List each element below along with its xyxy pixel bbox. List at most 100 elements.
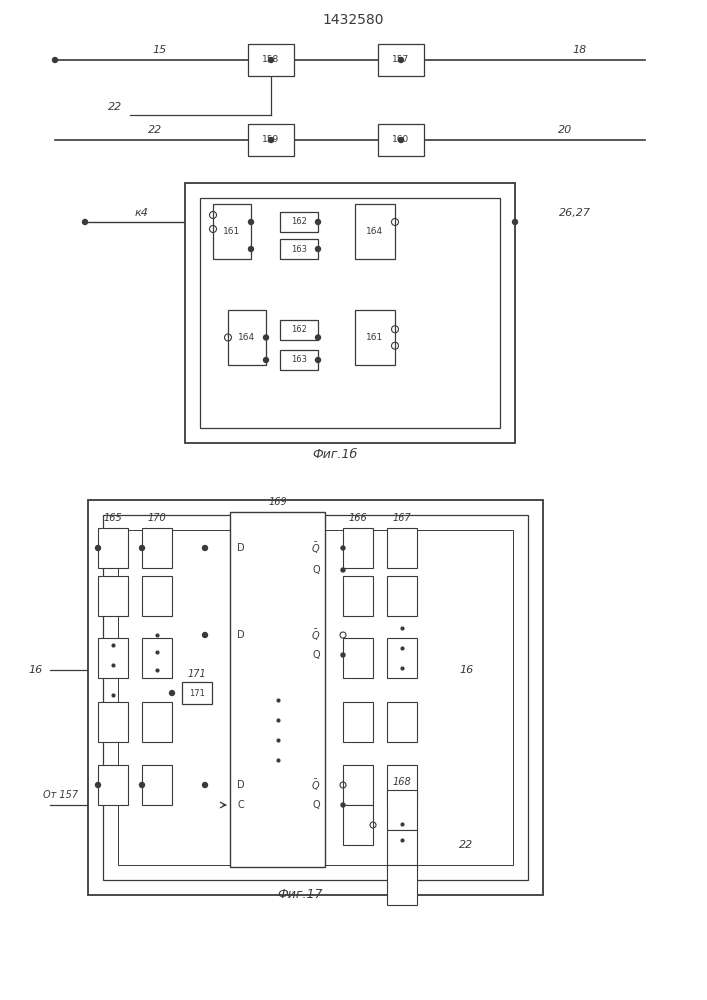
Bar xyxy=(343,638,373,678)
Text: От 157: От 157 xyxy=(43,790,78,800)
Circle shape xyxy=(315,358,320,362)
Bar xyxy=(343,765,373,805)
Bar xyxy=(118,530,513,865)
Circle shape xyxy=(248,246,254,251)
Circle shape xyxy=(95,782,100,788)
Text: Q: Q xyxy=(312,565,320,575)
Bar xyxy=(98,765,128,805)
Circle shape xyxy=(95,546,100,550)
Bar xyxy=(182,682,212,704)
Bar xyxy=(387,865,417,905)
Text: 161: 161 xyxy=(366,333,384,342)
Bar xyxy=(387,790,417,830)
Text: 20: 20 xyxy=(558,125,572,135)
Bar xyxy=(387,702,417,742)
Bar xyxy=(248,44,294,76)
Bar xyxy=(355,204,395,259)
Text: 169: 169 xyxy=(268,497,287,507)
Circle shape xyxy=(315,335,320,340)
Bar xyxy=(248,124,294,156)
Bar xyxy=(213,204,251,259)
Circle shape xyxy=(139,546,144,550)
Bar xyxy=(228,310,266,365)
Circle shape xyxy=(83,220,88,225)
Text: 161: 161 xyxy=(223,227,240,236)
Text: 22: 22 xyxy=(107,102,122,112)
Bar xyxy=(343,805,373,845)
Circle shape xyxy=(248,220,254,225)
Text: 162: 162 xyxy=(291,218,307,227)
Bar xyxy=(280,350,318,370)
Bar xyxy=(387,638,417,678)
Bar xyxy=(142,765,172,805)
Text: 15: 15 xyxy=(153,45,167,55)
Bar xyxy=(142,702,172,742)
Text: 158: 158 xyxy=(262,55,280,64)
Circle shape xyxy=(139,782,144,788)
Bar xyxy=(387,830,417,870)
Text: 162: 162 xyxy=(291,326,307,334)
Circle shape xyxy=(52,57,57,62)
Circle shape xyxy=(202,546,207,550)
Text: 163: 163 xyxy=(291,356,307,364)
Circle shape xyxy=(202,782,207,788)
Circle shape xyxy=(399,137,404,142)
Text: 16: 16 xyxy=(29,665,43,675)
Bar xyxy=(88,500,543,895)
Text: к4: к4 xyxy=(135,208,149,218)
Circle shape xyxy=(341,653,345,657)
Bar xyxy=(200,198,500,428)
Text: 164: 164 xyxy=(366,227,384,236)
Text: 22: 22 xyxy=(148,125,162,135)
Text: D: D xyxy=(237,630,245,640)
Circle shape xyxy=(269,137,274,142)
Text: 157: 157 xyxy=(392,55,409,64)
Circle shape xyxy=(341,546,345,550)
Bar xyxy=(185,183,515,443)
Text: D: D xyxy=(237,543,245,553)
Text: 18: 18 xyxy=(573,45,587,55)
Bar xyxy=(280,320,318,340)
Bar xyxy=(343,576,373,616)
Bar xyxy=(387,765,417,805)
Circle shape xyxy=(399,57,404,62)
Text: Фиг.17: Фиг.17 xyxy=(277,888,323,902)
Circle shape xyxy=(269,57,274,62)
Bar xyxy=(230,512,325,867)
Bar xyxy=(142,528,172,568)
Circle shape xyxy=(264,335,269,340)
Bar xyxy=(98,528,128,568)
Text: 167: 167 xyxy=(392,513,411,523)
Text: 171: 171 xyxy=(187,669,206,679)
Text: 22: 22 xyxy=(459,840,473,850)
Text: 1432580: 1432580 xyxy=(322,13,384,27)
Bar xyxy=(98,576,128,616)
Text: 165: 165 xyxy=(104,513,122,523)
Bar xyxy=(387,528,417,568)
Circle shape xyxy=(341,803,345,807)
Text: Фиг.1б: Фиг.1б xyxy=(312,448,358,462)
Bar xyxy=(343,702,373,742)
Circle shape xyxy=(315,246,320,251)
Bar xyxy=(142,638,172,678)
Text: 163: 163 xyxy=(291,244,307,253)
Text: 159: 159 xyxy=(262,135,280,144)
Text: 170: 170 xyxy=(148,513,166,523)
Text: 26,27: 26,27 xyxy=(559,208,591,218)
Bar xyxy=(355,310,395,365)
Bar xyxy=(280,239,318,259)
Text: 160: 160 xyxy=(392,135,409,144)
Circle shape xyxy=(341,568,345,572)
Text: $\bar{Q}$: $\bar{Q}$ xyxy=(310,777,320,793)
Bar xyxy=(103,515,528,880)
Bar xyxy=(98,702,128,742)
Circle shape xyxy=(513,220,518,225)
Text: D: D xyxy=(237,780,245,790)
Text: Q: Q xyxy=(312,800,320,810)
Bar xyxy=(98,638,128,678)
Circle shape xyxy=(315,220,320,225)
Circle shape xyxy=(202,633,207,638)
Circle shape xyxy=(170,690,175,696)
Bar xyxy=(387,576,417,616)
Bar xyxy=(378,44,424,76)
